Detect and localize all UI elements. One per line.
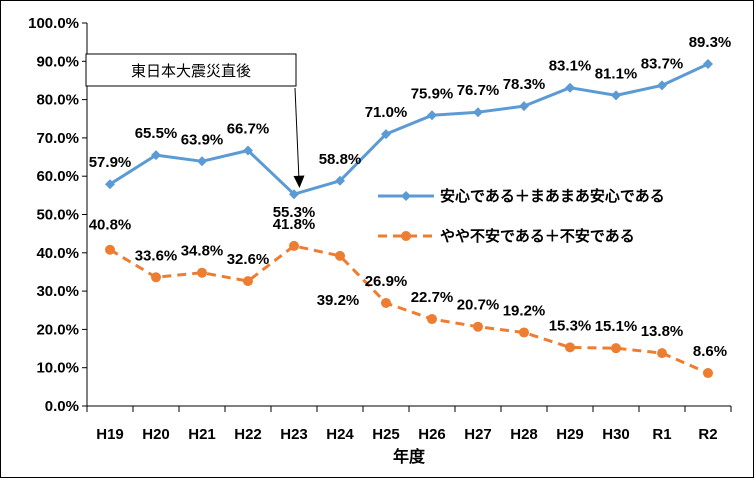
y-tick-label: 60.0% xyxy=(36,168,79,185)
series-line-1 xyxy=(109,62,709,196)
data-point xyxy=(197,267,207,278)
y-tick-label: 40.0% xyxy=(36,245,79,262)
data-point xyxy=(105,244,115,255)
annotation: 東日本大震災直後 xyxy=(85,53,305,188)
data-label: 76.7% xyxy=(457,82,500,99)
data-point xyxy=(381,297,391,308)
data-point xyxy=(703,58,713,69)
data-label: 26.9% xyxy=(365,273,408,290)
data-point xyxy=(519,101,529,112)
annotation-arrowhead xyxy=(293,175,305,188)
x-axis-title: 年度 xyxy=(393,447,426,466)
data-point xyxy=(151,150,161,161)
x-tick-label: H25 xyxy=(372,426,400,443)
data-point xyxy=(243,276,253,287)
x-tick-label: R1 xyxy=(652,426,671,443)
x-tick-label: H23 xyxy=(280,426,308,443)
data-point xyxy=(243,145,253,156)
data-point xyxy=(611,90,621,101)
data-point xyxy=(565,342,575,353)
y-tick-label: 0.0% xyxy=(45,398,79,415)
y-tick-label: 90.0% xyxy=(36,53,79,70)
data-label: 71.0% xyxy=(365,104,408,121)
data-label: 8.6% xyxy=(693,343,727,360)
data-label: 66.7% xyxy=(227,121,270,138)
data-label: 33.6% xyxy=(135,247,178,264)
data-label: 81.1% xyxy=(595,65,638,82)
data-point xyxy=(473,321,483,332)
data-point xyxy=(105,179,115,190)
data-point xyxy=(289,189,299,200)
x-tick-label: H22 xyxy=(234,426,262,443)
x-tick-label: H21 xyxy=(188,426,216,443)
data-labels: 57.9%65.5% 63.9%66.7% 55.3% 58.8% 71.0%75.9%… xyxy=(89,34,732,360)
data-label: 15.3% xyxy=(549,317,592,334)
data-point xyxy=(657,80,667,91)
data-label: 58.8% xyxy=(319,151,362,168)
data-label: 83.7% xyxy=(641,55,684,72)
data-label: 75.9% xyxy=(411,85,454,102)
data-label: 22.7% xyxy=(411,289,454,306)
data-label: 63.9% xyxy=(181,131,224,148)
data-label: 55.3% xyxy=(273,204,316,221)
data-point xyxy=(335,250,345,261)
data-label: 39.2% xyxy=(317,292,360,309)
data-point xyxy=(565,82,575,93)
data-point xyxy=(611,343,621,354)
legend-label-series-1: 安心である＋まあまあ安心である xyxy=(440,187,665,205)
y-tick-label: 70.0% xyxy=(36,130,79,147)
series-layer xyxy=(105,58,713,379)
data-point xyxy=(335,175,345,186)
y-tick-label: 20.0% xyxy=(36,321,79,338)
data-label: 34.8% xyxy=(181,243,224,260)
x-tick-label: H20 xyxy=(142,426,170,443)
series-line-2 xyxy=(109,244,709,375)
y-tick-label: 10.0% xyxy=(36,360,79,377)
x-tick-label: H28 xyxy=(510,426,538,443)
data-label: 41.8% xyxy=(273,216,316,233)
data-label: 78.3% xyxy=(503,76,546,93)
annotation-text: 東日本大震災直後 xyxy=(131,62,251,80)
data-label: 65.5% xyxy=(135,125,178,142)
data-label: 89.3% xyxy=(689,34,732,51)
data-point xyxy=(381,129,391,140)
data-point xyxy=(289,240,299,251)
y-tick-label: 100.0% xyxy=(28,15,79,32)
y-tick-label: 80.0% xyxy=(36,92,79,109)
data-point xyxy=(473,107,483,118)
x-tick-label: H30 xyxy=(602,426,630,443)
data-label: 15.1% xyxy=(595,318,638,335)
legend-marker-series-1 xyxy=(401,191,411,201)
x-tick-label: R2 xyxy=(698,426,717,443)
x-tick-label: H29 xyxy=(556,426,584,443)
data-label: 32.6% xyxy=(227,251,270,268)
data-point xyxy=(197,156,207,167)
legend-label-series-2: やや不安である＋不安である xyxy=(440,227,635,245)
data-point xyxy=(427,314,437,325)
legend: 安心である＋まあまあ安心である やや不安である＋不安である xyxy=(378,187,665,245)
data-point xyxy=(519,327,529,338)
data-point xyxy=(151,272,161,283)
data-point xyxy=(427,110,437,121)
annotation-arrow-line xyxy=(294,87,300,181)
data-point xyxy=(657,348,667,359)
data-label: 57.9% xyxy=(89,154,132,171)
annotation-box xyxy=(85,53,297,87)
data-point xyxy=(703,368,713,379)
x-tick-label: H19 xyxy=(96,426,124,443)
data-label: 19.2% xyxy=(503,302,546,319)
x-tick-label: H26 xyxy=(418,426,446,443)
legend-marker-series-2 xyxy=(401,231,411,241)
data-label: 83.1% xyxy=(549,58,592,75)
data-label: 13.8% xyxy=(641,323,684,340)
axes: 0.0% 10.0% 20.0% 30.0% 40.0% 50.0% 60.0% 70.0% 8… xyxy=(28,15,732,443)
data-label: 40.8% xyxy=(89,217,132,234)
y-tick-label: 30.0% xyxy=(36,283,79,300)
x-tick-label: H24 xyxy=(326,426,354,443)
data-label: 20.7% xyxy=(457,297,500,314)
x-tick-label: H27 xyxy=(464,426,492,443)
y-tick-label: 50.0% xyxy=(36,207,79,224)
